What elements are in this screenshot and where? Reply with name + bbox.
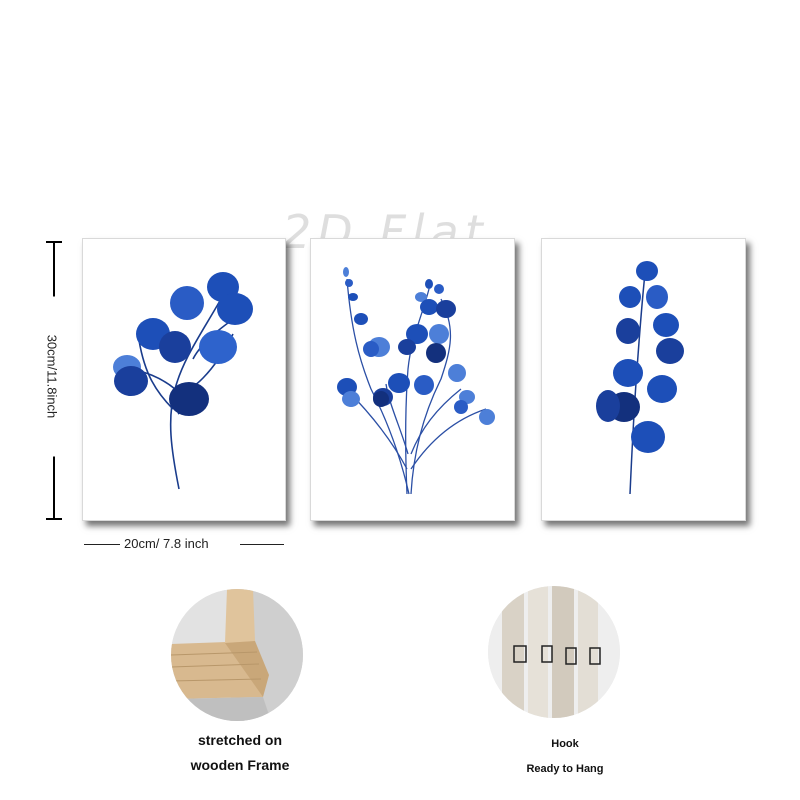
canvas-panel-right xyxy=(541,238,746,521)
frame-caption-line2: wooden Frame xyxy=(190,757,290,773)
eucalyptus-stem-illustration xyxy=(596,261,684,495)
width-marker-left xyxy=(84,544,120,545)
hook-caption-line2: Ready to Hang xyxy=(526,763,604,775)
width-marker-right xyxy=(240,544,284,545)
height-label: 30cm/11.8inch xyxy=(44,296,60,457)
frame-caption-line1: stretched on xyxy=(197,732,282,748)
width-label: 20cm/ 7.8 inch xyxy=(124,536,209,551)
hook-caption-line1: Hook xyxy=(551,738,579,750)
hook-photo xyxy=(488,586,620,718)
canvas-panel-left xyxy=(82,238,286,521)
canvas-panel-middle xyxy=(310,238,515,521)
height-marker-bottom xyxy=(46,518,62,520)
wooden-frame-photo xyxy=(171,589,303,721)
height-label-wrap: 30cm/11.8inch xyxy=(44,296,60,457)
eucalyptus-branch-illustration xyxy=(113,272,253,490)
eucalyptus-bouquet-illustration xyxy=(337,267,495,495)
